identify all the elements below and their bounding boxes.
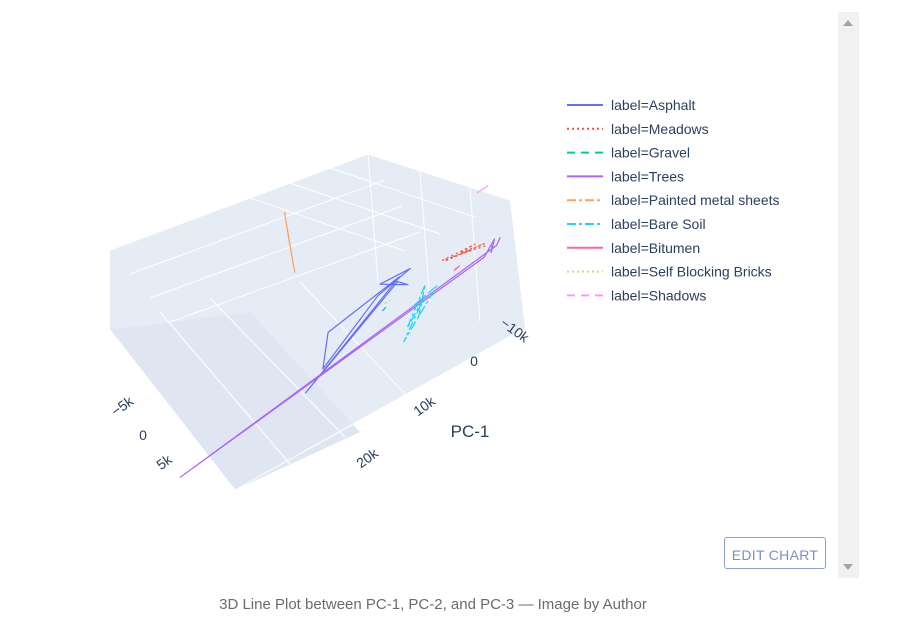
grid-line-6: [289, 182, 441, 235]
legend-label-painted-metal-sheets: label=Painted metal sheets: [611, 192, 780, 208]
grid-line-9: [419, 171, 431, 303]
series-line-self-blocking-bricks: [383, 299, 391, 305]
legend-label-bare-soil: label=Bare Soil: [611, 216, 706, 232]
chart-frame: 20k 10k 0 −10k −5k 0 5k PC-1 label=Aspha…: [0, 12, 838, 578]
tick-label-pc1-neg10k: −10k: [498, 314, 533, 346]
legend-label-self-blocking-bricks: label=Self Blocking Bricks: [611, 264, 772, 280]
scene-pane-floor: [110, 312, 360, 490]
legend-item-shadows[interactable]: label=Shadows: [567, 287, 706, 303]
grid-line-13: [209, 297, 346, 438]
tick-label-pc1-0: 0: [470, 353, 478, 369]
series-line-painted-metal-sheets: [283, 210, 296, 273]
legend-label-gravel: label=Gravel: [611, 145, 690, 161]
grid-line-0: [109, 153, 369, 251]
grid-line-2: [149, 205, 403, 299]
legend-item-gravel[interactable]: label=Gravel: [567, 145, 690, 161]
legend-label-trees: label=Trees: [611, 168, 684, 184]
legend-item-meadows[interactable]: label=Meadows: [567, 121, 709, 137]
grid-line-10: [469, 187, 481, 323]
grid-line-7: [249, 197, 406, 252]
grid-line-3: [169, 231, 421, 323]
legend-item-self-blocking-bricks[interactable]: label=Self Blocking Bricks: [567, 264, 772, 280]
tick-label-pc2-neg5k: −5k: [108, 392, 137, 419]
legend-label-shadows: label=Shadows: [611, 287, 706, 303]
scrollbar[interactable]: [838, 12, 859, 578]
series-line-asphalt: [305, 267, 411, 394]
grid-line-8: [367, 153, 379, 283]
legend-item-bitumen[interactable]: label=Bitumen: [567, 240, 700, 256]
tick-label-pc1-20k: 20k: [353, 444, 381, 471]
series-line-gravel: [382, 306, 387, 312]
legend-label-asphalt: label=Asphalt: [611, 97, 696, 113]
scroll-up-icon[interactable]: [843, 20, 853, 26]
grid-line-12: [159, 311, 291, 465]
series-line-meadows: [441, 243, 487, 262]
grid-line-15: [234, 327, 526, 491]
chart-3d-plot[interactable]: 20k 10k 0 −10k −5k 0 5k PC-1 label=Aspha…: [0, 12, 838, 578]
scene-background: [109, 153, 526, 491]
series-line-bare-soil: [403, 283, 438, 343]
scroll-down-icon[interactable]: [843, 564, 853, 570]
grid-line-1: [129, 179, 386, 275]
legend-label-bitumen: label=Bitumen: [611, 240, 700, 256]
legend-item-trees[interactable]: label=Trees: [567, 168, 684, 184]
axis-title-pc1: PC-1: [451, 422, 490, 441]
grid-line-11: [109, 329, 236, 491]
series-line-bitumen: [453, 265, 461, 272]
grid-line-4: [367, 153, 511, 201]
series-line-trees: [179, 237, 501, 478]
grid-line-5: [329, 167, 476, 218]
legend-label-meadows: label=Meadows: [611, 121, 709, 137]
series-line-shadows: [473, 185, 489, 196]
legend[interactable]: label=Asphalt label=Meadows label=Gravel la…: [567, 97, 780, 303]
legend-item-bare-soil[interactable]: label=Bare Soil: [567, 216, 706, 232]
tick-label-pc2-5k: 5k: [153, 451, 175, 473]
tick-label-pc2-0: 0: [139, 427, 147, 443]
series-layer: [179, 185, 501, 478]
figure-caption: 3D Line Plot between PC-1, PC-2, and PC-…: [219, 596, 647, 613]
legend-item-asphalt[interactable]: label=Asphalt: [567, 97, 696, 113]
tick-label-pc1-10k: 10k: [410, 392, 438, 419]
legend-item-painted-metal-sheets[interactable]: label=Painted metal sheets: [567, 192, 780, 208]
edit-chart-button[interactable]: EDIT CHART: [724, 537, 826, 569]
